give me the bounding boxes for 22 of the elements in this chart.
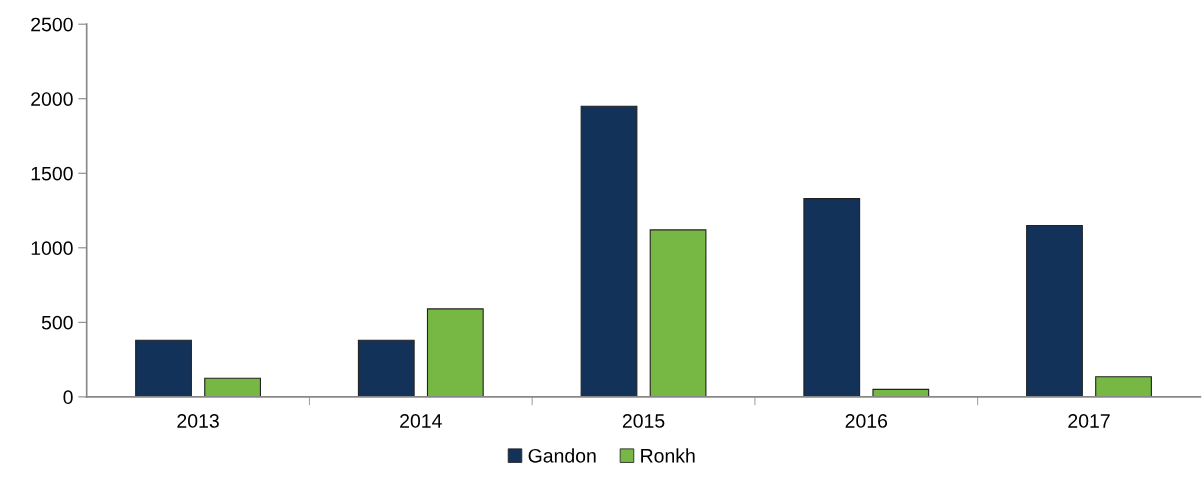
bar [803,198,861,397]
bar [204,377,261,397]
x-tick-label: 2015 [622,414,665,428]
bar [1095,376,1152,397]
bar [1026,224,1083,397]
x-tick-label: 2016 [845,414,888,428]
bar [649,229,707,397]
x-tick-label: 2014 [400,414,442,428]
y-tick-label: 0 [63,390,73,405]
bar [135,339,192,397]
x-tick-label: 2013 [177,414,219,428]
y-tick-label: 1500 [31,166,73,181]
legend-label: Gandon [528,448,596,463]
legend-label: Ronkh [641,448,695,463]
bar [426,308,484,397]
y-tick-label: 500 [41,315,73,330]
x-tick-label: 2017 [1068,414,1110,428]
bar [580,105,638,397]
y-tick-label: 2500 [31,17,73,32]
y-tick-label: 1000 [31,241,73,256]
y-tick-label: 2000 [31,92,73,106]
bar [357,339,415,397]
